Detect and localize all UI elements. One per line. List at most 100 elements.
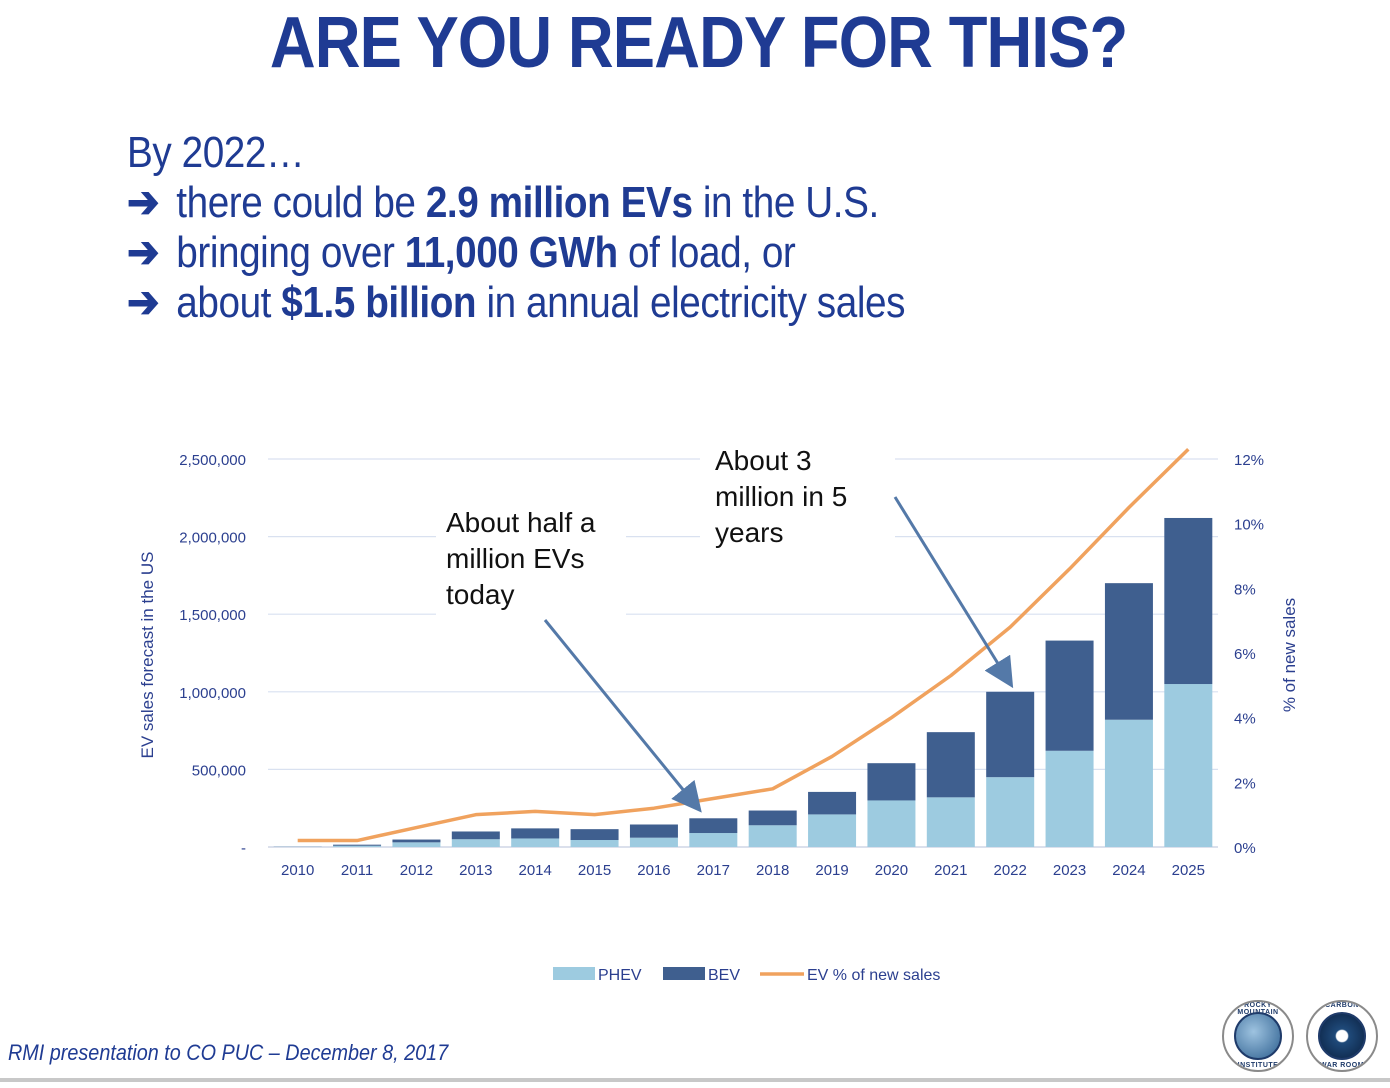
arrow-right-icon: ➔ [127, 178, 160, 227]
right-tick-label: 8% [1234, 581, 1256, 598]
bar-phev [808, 814, 857, 847]
bullet-item: ➔ about $1.5 billion in annual electricit… [127, 278, 905, 328]
bar-phev [392, 842, 441, 847]
cwr-logo-top-text: CARBON [1325, 1002, 1359, 1009]
annotation-text: million EVs [446, 543, 584, 574]
x-tick-label: 2013 [459, 862, 492, 879]
right-tick-label: 4% [1234, 711, 1256, 728]
bar-phev [570, 840, 619, 847]
bullet-text: there could be [176, 178, 426, 227]
legend-swatch [553, 967, 595, 980]
bar-bev [1164, 517, 1213, 685]
x-tick-label: 2015 [578, 862, 611, 879]
rmi-logo-bottom-text: INSTITUTE [1237, 1062, 1279, 1069]
bar-phev [689, 833, 738, 847]
slide-title: ARE YOU READY FOR THIS? [269, 3, 1128, 83]
bar-phev [1045, 750, 1094, 847]
x-tick-label: 2016 [637, 862, 670, 879]
x-tick-label: 2023 [1053, 862, 1086, 879]
x-tick-label: 2019 [815, 862, 848, 879]
x-tick-label: 2012 [400, 862, 433, 879]
bullet-text: in annual electricity sales [476, 278, 906, 327]
annotation-arrow [893, 496, 1014, 689]
x-tick-label: 2011 [341, 862, 373, 879]
x-tick-label: 2020 [875, 862, 908, 879]
legend-swatch [663, 967, 705, 980]
left-tick-label: - [241, 840, 246, 857]
bar-phev [748, 825, 797, 847]
footer-divider [0, 1078, 1390, 1082]
bar-bev [570, 829, 619, 841]
annotation-text: years [715, 517, 783, 548]
bar-phev [986, 777, 1035, 847]
bar-bev [451, 831, 500, 840]
x-tick-label: 2017 [697, 862, 730, 879]
bullet-item: ➔ there could be 2.9 million EVs in the U… [127, 178, 905, 228]
target-icon [1318, 1012, 1366, 1060]
bullet-text: of load, or [617, 228, 796, 277]
footer-citation: RMI presentation to CO PUC – December 8,… [8, 1040, 449, 1065]
right-tick-label: 6% [1234, 646, 1256, 663]
bar-phev [867, 800, 916, 847]
annotation-box [436, 500, 626, 620]
annotation-text: About 3 [715, 445, 812, 476]
bar-phev [1104, 719, 1153, 847]
ev-sales-chart: - 500,000 1,000,000 1,500,000 2,000,000 2,500… [138, 440, 1299, 984]
bar-bev [333, 844, 382, 846]
right-tick-label: 2% [1234, 775, 1256, 792]
bar-bev [926, 732, 975, 798]
right-tick-label: 10% [1234, 517, 1264, 534]
annotation-text: About half a [446, 507, 596, 538]
annotation-text: today [446, 579, 515, 610]
right-tick-label: 0% [1234, 840, 1256, 857]
bar-phev [511, 838, 560, 847]
x-tick-label: 2024 [1112, 862, 1145, 879]
bar-phev [629, 837, 678, 847]
bullet-list: By 2022… ➔ there could be 2.9 million EVs… [127, 128, 1011, 328]
bar-bev [511, 828, 560, 839]
left-axis-title: EV sales forecast in the US [138, 552, 157, 759]
left-tick-label: 2,500,000 [179, 452, 246, 469]
bullet-highlight: 2.9 million EVs [425, 178, 693, 227]
annotation-box [700, 440, 895, 560]
bullet-text: bringing over [176, 228, 405, 277]
left-tick-label: 1,000,000 [179, 685, 246, 702]
legend-label: PHEV [598, 967, 642, 984]
bar-phev [333, 845, 382, 847]
globe-icon [1234, 1012, 1282, 1060]
bar-bev [748, 810, 797, 826]
x-tick-label: 2022 [994, 862, 1027, 879]
bar-phev [451, 839, 500, 847]
bar-bev [867, 763, 916, 801]
rmi-logo: ROCKY MOUNTAIN INSTITUTE [1222, 1000, 1294, 1072]
left-tick-label: 2,000,000 [179, 530, 246, 547]
legend-label: EV % of new sales [807, 967, 940, 984]
x-tick-label: 2018 [756, 862, 789, 879]
bullet-text: in the U.S. [692, 178, 879, 227]
bullet-highlight: 11,000 GWh [404, 228, 618, 277]
bar-bev [808, 791, 857, 815]
legend-label: BEV [708, 967, 740, 984]
bar-phev [1164, 684, 1213, 847]
left-tick-label: 1,500,000 [179, 607, 246, 624]
left-tick-label: 500,000 [192, 762, 246, 779]
bar-bev [1104, 583, 1153, 720]
bar-bev [689, 818, 738, 834]
cwr-logo-bottom-text: WAR ROOM [1319, 1062, 1365, 1069]
bar-bev [629, 824, 678, 838]
carbon-war-room-logo: CARBON WAR ROOM [1306, 1000, 1378, 1072]
arrow-right-icon: ➔ [127, 278, 160, 327]
bullet-item: ➔ bringing over 11,000 GWh of load, or [127, 228, 905, 278]
right-tick-label: 12% [1234, 452, 1264, 469]
right-axis-title: % of new sales [1280, 598, 1299, 712]
bar-bev [392, 839, 441, 843]
arrow-right-icon: ➔ [127, 228, 160, 277]
bullet-highlight: $1.5 billion [281, 278, 477, 327]
x-tick-label: 2021 [934, 862, 967, 879]
annotation-arrow [543, 619, 702, 813]
bar-bev [1045, 640, 1094, 751]
bullet-intro: By 2022… [127, 128, 305, 177]
x-tick-label: 2025 [1172, 862, 1205, 879]
annotation-text: million in 5 [715, 481, 847, 512]
bar-bev [986, 691, 1035, 778]
